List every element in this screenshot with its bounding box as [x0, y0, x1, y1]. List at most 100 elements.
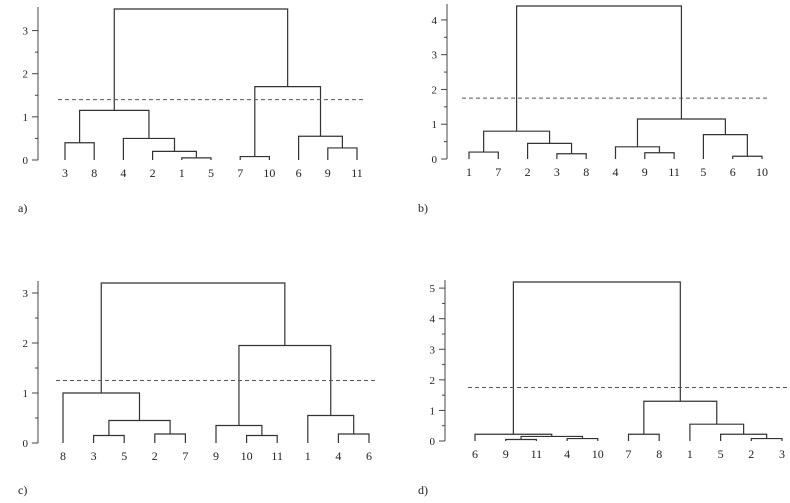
leaf-label: 2 [748, 447, 754, 461]
y-tick-label: 0 [23, 155, 29, 167]
dendrogram-link [181, 157, 212, 160]
y-tick-label: 0 [23, 438, 29, 450]
y-tick-label: 0 [432, 154, 438, 166]
dendrogram-link [246, 434, 278, 443]
dendrogram-link [750, 437, 783, 441]
leaf-label: 7 [495, 165, 501, 179]
dendrogram-link [483, 130, 551, 153]
y-tick-label: 1 [432, 119, 438, 131]
y-tick-label: 3 [432, 50, 438, 62]
dendrogram-link [152, 150, 197, 160]
leaf-label: 8 [583, 165, 589, 179]
dendrogram-link [79, 109, 150, 143]
leaf-label: 11 [271, 449, 283, 463]
dendrogram-link [239, 155, 270, 160]
dendrogram-link [100, 282, 286, 393]
y-tick-label: 4 [432, 15, 438, 27]
leaf-label: 1 [305, 449, 311, 463]
leaf-label: 6 [296, 166, 302, 180]
dendrogram-link [614, 146, 661, 159]
leaf-label: 6 [472, 447, 478, 461]
y-tick-label: 2 [430, 375, 436, 387]
y-tick-label: 5 [430, 283, 436, 295]
dendrogram-link [327, 147, 358, 160]
dendrogram-link [468, 151, 499, 159]
leaf-label: 9 [642, 165, 648, 179]
leaf-label: 11 [668, 165, 680, 179]
leaf-label: 8 [656, 447, 662, 461]
leaf-label: 11 [351, 166, 363, 180]
leaf-label: 7 [182, 449, 188, 463]
leaf-label: 2 [152, 449, 158, 463]
dendrogram-link [516, 5, 683, 132]
y-tick-label: 2 [23, 69, 29, 81]
leaf-label: 10 [592, 447, 604, 461]
dendrogram-link [636, 118, 726, 147]
leaf-label: 7 [626, 447, 632, 461]
dendrogram-link [505, 438, 537, 441]
panel-label: b) [418, 201, 428, 215]
leaf-label: 2 [150, 166, 156, 180]
leaf-label: 2 [525, 165, 531, 179]
y-tick-label: 0 [430, 436, 436, 448]
leaf-label: 9 [503, 447, 509, 461]
dendrogram-link [238, 344, 332, 426]
leaf-label: 11 [531, 447, 543, 461]
dendrogram-link [702, 134, 748, 159]
dendrogram-link [307, 414, 355, 443]
leaf-label: 3 [91, 449, 97, 463]
dendrogram-link [643, 400, 718, 435]
y-tick-label: 1 [430, 405, 436, 417]
leaf-label: 5 [700, 165, 706, 179]
leaf-label: 5 [718, 447, 724, 461]
dendrogram-link [556, 153, 587, 159]
dendrogram-link [627, 433, 660, 441]
leaf-label: 1 [687, 447, 693, 461]
leaf-label: 3 [62, 166, 68, 180]
panel-label: c) [18, 483, 27, 497]
y-tick-label: 1 [23, 388, 29, 400]
panel-label: a) [18, 201, 27, 215]
y-tick-label: 2 [432, 84, 438, 96]
leaf-label: 7 [237, 166, 243, 180]
dendrogram-link [644, 152, 675, 159]
leaf-label: 4 [564, 447, 570, 461]
dendrogram-link [93, 434, 125, 443]
y-tick-label: 4 [430, 314, 436, 326]
leaf-label: 6 [730, 165, 736, 179]
dendrogram-link [527, 142, 573, 159]
leaf-label: 10 [263, 166, 275, 180]
y-tick-label: 1 [23, 112, 29, 124]
leaf-label: 8 [60, 449, 66, 463]
leaf-label: 9 [325, 166, 331, 180]
dendrogram-link [689, 423, 745, 441]
panel-label: d) [418, 483, 428, 497]
dendrogram-link [154, 433, 186, 443]
dendrogram-link [64, 142, 95, 160]
leaf-label: 10 [241, 449, 253, 463]
leaf-label: 8 [91, 166, 97, 180]
dendrogram-link [122, 137, 176, 160]
y-tick-label: 3 [430, 344, 436, 356]
dendrogram-link [337, 433, 370, 443]
y-tick-label: 3 [23, 26, 29, 38]
leaf-label: 10 [756, 165, 768, 179]
leaf-label: 4 [335, 449, 341, 463]
dendrogram-link [512, 281, 681, 435]
dendrogram-panel-1: 0 1 2 3 3 8 4 2 1 5 7 10 6 9 11 a) [18, 7, 363, 215]
leaf-label: 6 [366, 449, 372, 463]
leaf-label: 3 [779, 447, 785, 461]
dendrogram-panel-2: 0 1 2 3 4 1 7 2 3 8 4 9 11 5 6 10 b) [418, 4, 768, 215]
leaf-label: 9 [213, 449, 219, 463]
leaf-label: 5 [208, 166, 214, 180]
leaf-label: 4 [120, 166, 126, 180]
dendrogram-link [113, 8, 289, 111]
dendrogram-link [215, 424, 263, 443]
dendrogram-link [108, 419, 171, 436]
leaf-label: 1 [179, 166, 185, 180]
leaf-label: 5 [121, 449, 127, 463]
y-tick-label: 2 [23, 338, 29, 350]
dendrogram-link [720, 433, 768, 441]
